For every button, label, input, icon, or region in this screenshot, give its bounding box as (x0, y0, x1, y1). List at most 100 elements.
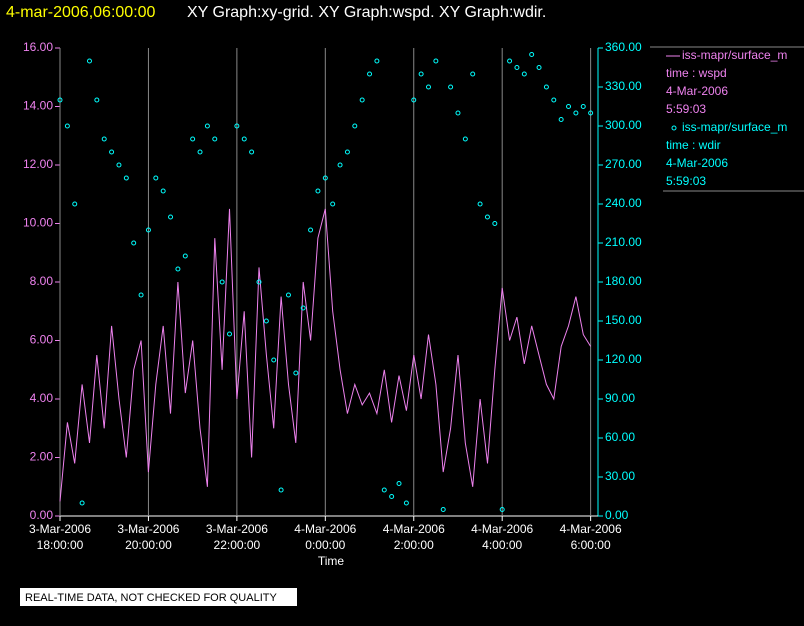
y2-tick-label: 330.00 (605, 79, 642, 93)
x-tick-label: 6:00:00 (571, 538, 611, 552)
wdir-point (374, 58, 380, 64)
x-tick-label: 2:00:00 (394, 538, 434, 552)
y2-tick-label: 150.00 (605, 313, 642, 327)
y2-tick-label: 90.00 (605, 391, 635, 405)
wdir-point (418, 71, 424, 77)
wdir-point (293, 370, 299, 376)
x-tick-label: 22:00:00 (214, 538, 261, 552)
y-tick-label: 6.00 (30, 333, 54, 347)
y-tick-label: 2.00 (30, 450, 54, 464)
wdir-point (440, 507, 446, 512)
wdir-point (109, 149, 115, 155)
wdir-point (57, 97, 63, 103)
wdir-point (588, 110, 594, 116)
legend-name: iss-mapr/surface_m (682, 120, 787, 134)
wdir-point (344, 149, 350, 155)
y2-tick-label: 240.00 (605, 196, 642, 210)
y-tick-label: 12.00 (23, 157, 53, 171)
legend-line: time : wspd (666, 66, 727, 80)
y2-tick-label: 180.00 (605, 274, 642, 288)
wdir-point (484, 214, 490, 220)
wdir-point (153, 175, 159, 181)
legend-line: 4-Mar-2006 (666, 156, 728, 170)
wdir-point (271, 357, 277, 363)
wdir-point (160, 188, 166, 194)
wdir-point (212, 136, 218, 142)
x-tick-label: 18:00:00 (37, 538, 84, 552)
wdir-point (300, 305, 306, 311)
wdir-point (123, 175, 129, 181)
wdir-point (470, 71, 476, 77)
wdir-point (86, 58, 92, 64)
legend-swatch (671, 125, 677, 131)
legend-line: time : wdir (666, 138, 721, 152)
x-tick-label: 0:00:00 (305, 538, 345, 552)
wdir-point (455, 110, 461, 116)
wdir-point (521, 71, 527, 77)
y2-tick-label: 0.00 (605, 508, 629, 522)
chart-title: XY Graph:xy-grid. XY Graph:wspd. XY Grap… (187, 4, 546, 21)
wdir-point (477, 201, 483, 207)
wdir-point (462, 136, 468, 142)
wdir-point (322, 175, 328, 181)
legend-line: 5:59:03 (666, 102, 706, 116)
wdir-point (227, 331, 233, 337)
wdir-point (492, 221, 498, 226)
wdir-point (101, 136, 107, 142)
wdir-point (138, 292, 144, 298)
y-tick-label: 4.00 (30, 391, 54, 405)
wdir-point (278, 487, 284, 493)
note-box (20, 588, 297, 606)
wdir-point (448, 84, 454, 90)
wdir-point (359, 97, 365, 103)
wdir-point (425, 84, 431, 90)
y2-tick-label: 120.00 (605, 352, 642, 366)
wdir-point (116, 162, 122, 168)
wdir-point (411, 97, 417, 103)
wdir-point (403, 500, 409, 506)
y2-tick-label: 270.00 (605, 157, 642, 171)
wdir-point (315, 188, 321, 194)
y-tick-label: 0.00 (30, 508, 54, 522)
x-tick-label: 3-Mar-2006 (206, 522, 268, 536)
wdir-point (396, 481, 402, 486)
wdir-point (72, 201, 78, 207)
x-tick-label: 4-Mar-2006 (294, 522, 356, 536)
wdir-point (219, 279, 225, 285)
wdir-point (558, 117, 564, 122)
x-tick-label: 20:00:00 (125, 538, 172, 552)
wdir-point (256, 279, 262, 285)
wdir-point (573, 110, 579, 116)
wdir-point (543, 84, 549, 90)
wdir-point (79, 500, 85, 506)
y2-tick-label: 30.00 (605, 469, 635, 483)
x-tick-label: 4-Mar-2006 (383, 522, 445, 536)
wdir-point (389, 494, 395, 499)
wdir-point (182, 253, 188, 259)
y-tick-label: 10.00 (23, 216, 53, 230)
wdir-point (337, 162, 343, 168)
wdir-point (536, 65, 542, 70)
x-tick-label: 3-Mar-2006 (117, 522, 179, 536)
wdir-point (499, 507, 505, 512)
wdir-point (381, 487, 387, 493)
wdir-point (168, 214, 174, 220)
wdir-point (197, 149, 203, 155)
wdir-point (308, 227, 314, 233)
note: REAL-TIME DATA, NOT CHECKED FOR QUALITY (25, 592, 277, 604)
x-tick-label: 4-Mar-2006 (560, 522, 622, 536)
x-tick-label: 4:00:00 (482, 538, 522, 552)
y2-tick-label: 210.00 (605, 235, 642, 249)
wdir-point (241, 136, 247, 142)
wdir-point (94, 97, 100, 103)
wdir-point (175, 266, 181, 272)
x-axis-label: Time (318, 554, 345, 568)
wspd-line (59, 208, 592, 502)
header-time: 4-mar-2006,06:00:00 (6, 4, 156, 21)
y-tick-label: 14.00 (23, 99, 53, 113)
wdir-point (249, 149, 255, 155)
wdir-point (263, 318, 269, 324)
wdir-point (190, 136, 196, 142)
wdir-point (285, 292, 291, 298)
